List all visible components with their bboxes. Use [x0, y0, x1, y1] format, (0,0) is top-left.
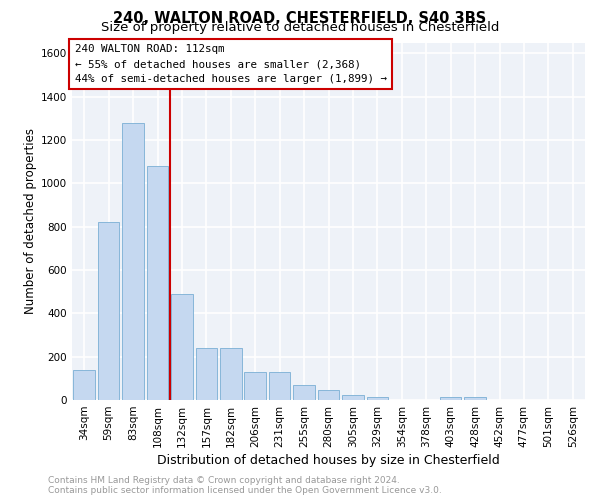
Y-axis label: Number of detached properties: Number of detached properties [24, 128, 37, 314]
Bar [464, 397, 486, 400]
Bar [440, 397, 461, 400]
Bar [122, 122, 144, 400]
Bar [244, 372, 266, 400]
Bar [342, 394, 364, 400]
Text: 240 WALTON ROAD: 112sqm
← 55% of detached houses are smaller (2,368)
44% of semi: 240 WALTON ROAD: 112sqm ← 55% of detache… [74, 44, 386, 84]
Text: 240, WALTON ROAD, CHESTERFIELD, S40 3BS: 240, WALTON ROAD, CHESTERFIELD, S40 3BS [113, 11, 487, 26]
Bar [98, 222, 119, 400]
Bar [269, 372, 290, 400]
Bar [196, 348, 217, 400]
Bar [293, 385, 315, 400]
Bar [318, 390, 339, 400]
Bar [73, 370, 95, 400]
Bar [147, 166, 168, 400]
Bar [367, 397, 388, 400]
Bar [171, 294, 193, 400]
Bar [220, 348, 242, 400]
Text: Contains HM Land Registry data © Crown copyright and database right 2024.
Contai: Contains HM Land Registry data © Crown c… [48, 476, 442, 495]
X-axis label: Distribution of detached houses by size in Chesterfield: Distribution of detached houses by size … [157, 454, 500, 467]
Text: Size of property relative to detached houses in Chesterfield: Size of property relative to detached ho… [101, 22, 499, 35]
